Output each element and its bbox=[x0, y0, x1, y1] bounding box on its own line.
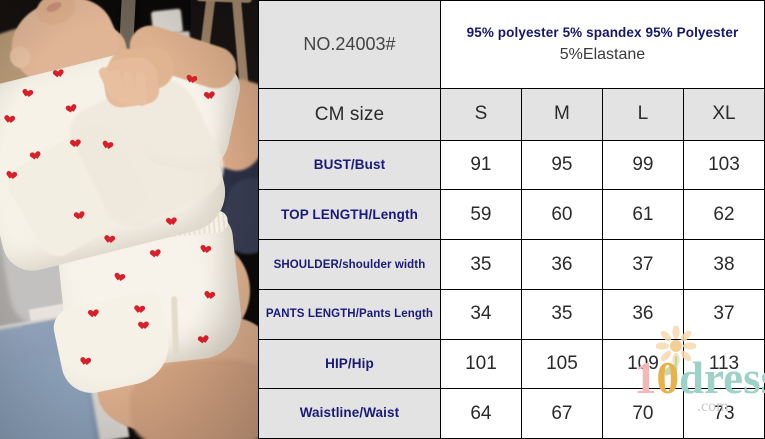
table-header-row: CM size S M L XL bbox=[258, 87, 765, 141]
measurement-value: 105 bbox=[520, 338, 603, 390]
measurement-label-bust: BUST/Bust bbox=[258, 139, 441, 191]
measurement-value: 60 bbox=[520, 189, 603, 241]
measurement-value: 70 bbox=[601, 388, 684, 439]
heart-print-motif bbox=[140, 322, 149, 330]
heart-print-motif bbox=[6, 116, 16, 125]
heart-print-motif bbox=[106, 236, 116, 245]
size-header-xl: XL bbox=[682, 87, 765, 141]
heart-print-motif bbox=[72, 140, 82, 149]
measurement-value: 62 bbox=[682, 189, 765, 241]
heart-print-motif bbox=[136, 306, 146, 315]
measurement-value: 64 bbox=[439, 388, 522, 439]
measurement-value: 37 bbox=[601, 239, 684, 290]
heart-print-motif bbox=[82, 358, 92, 367]
table-row-model: NO.24003# 95% polyester 5% spandex 95% P… bbox=[258, 0, 765, 89]
measurement-label-shoulder: SHOULDER/shoulder width bbox=[258, 239, 441, 290]
table-row: SHOULDER/shoulder width 35 36 37 38 bbox=[258, 239, 765, 290]
size-header-s: S bbox=[439, 87, 522, 141]
measurement-value: 67 bbox=[520, 388, 603, 439]
measurement-value: 36 bbox=[601, 288, 684, 340]
heart-print-motif bbox=[23, 89, 33, 98]
measurement-value: 109 bbox=[601, 338, 684, 390]
measurement-label-pants-length: PANTS LENGTH/Pants Length bbox=[258, 288, 441, 340]
measurement-value: 95 bbox=[520, 139, 603, 191]
measurement-value: 113 bbox=[682, 338, 765, 390]
heart-print-motif bbox=[205, 291, 215, 300]
heart-print-motif bbox=[7, 171, 17, 180]
measurement-value: 36 bbox=[520, 239, 603, 290]
measurement-value: 35 bbox=[439, 239, 522, 290]
table-row: BUST/Bust 91 95 99 103 bbox=[258, 139, 765, 191]
composition-cell: 95% polyester 5% spandex 95% Polyester 5… bbox=[439, 0, 765, 89]
heart-print-motif bbox=[54, 69, 64, 78]
measurement-value: 91 bbox=[439, 139, 522, 191]
heart-print-motif bbox=[168, 218, 178, 227]
measurement-label-hip: HIP/Hip bbox=[258, 338, 441, 390]
measurement-value: 35 bbox=[520, 288, 603, 340]
measurement-value: 61 bbox=[601, 189, 684, 241]
measurement-value: 38 bbox=[682, 239, 765, 290]
unit-label-cell: CM size bbox=[258, 87, 441, 141]
measurement-label-waistline: Waistline/Waist bbox=[258, 388, 441, 439]
table-row: HIP/Hip 101 105 109 113 bbox=[258, 338, 765, 390]
composition-line-1: 95% polyester 5% spandex 95% Polyester bbox=[466, 25, 739, 41]
product-photo bbox=[0, 0, 258, 439]
heart-print-motif bbox=[75, 211, 85, 220]
size-chart-table: NO.24003# 95% polyester 5% spandex 95% P… bbox=[258, 0, 765, 439]
heart-print-motif bbox=[201, 245, 211, 254]
measurement-value: 37 bbox=[682, 288, 765, 340]
measurement-value: 59 bbox=[439, 189, 522, 241]
measurement-value: 103 bbox=[682, 139, 765, 191]
measurement-value: 99 bbox=[601, 139, 684, 191]
measurement-label-top-length: TOP LENGTH/Length bbox=[258, 189, 441, 241]
size-header-l: L bbox=[601, 87, 684, 141]
table-row: TOP LENGTH/Length 59 60 61 62 bbox=[258, 189, 765, 241]
table-row: Waistline/Waist 64 67 70 73 bbox=[258, 388, 765, 439]
heart-print-motif bbox=[199, 335, 209, 344]
size-header-m: M bbox=[520, 87, 603, 141]
model-number-cell: NO.24003# bbox=[258, 0, 441, 89]
heart-print-motif bbox=[115, 273, 125, 283]
composition-line-2: 5%Elastane bbox=[559, 45, 646, 63]
measurement-value: 101 bbox=[439, 338, 522, 390]
heart-print-motif bbox=[151, 249, 161, 258]
heart-print-motif bbox=[90, 310, 100, 319]
heart-print-motif bbox=[187, 75, 197, 85]
measurement-value: 73 bbox=[682, 388, 765, 439]
measurement-value: 34 bbox=[439, 288, 522, 340]
table-row: PANTS LENGTH/Pants Length 34 35 36 37 bbox=[258, 288, 765, 340]
heart-print-motif bbox=[206, 92, 216, 101]
